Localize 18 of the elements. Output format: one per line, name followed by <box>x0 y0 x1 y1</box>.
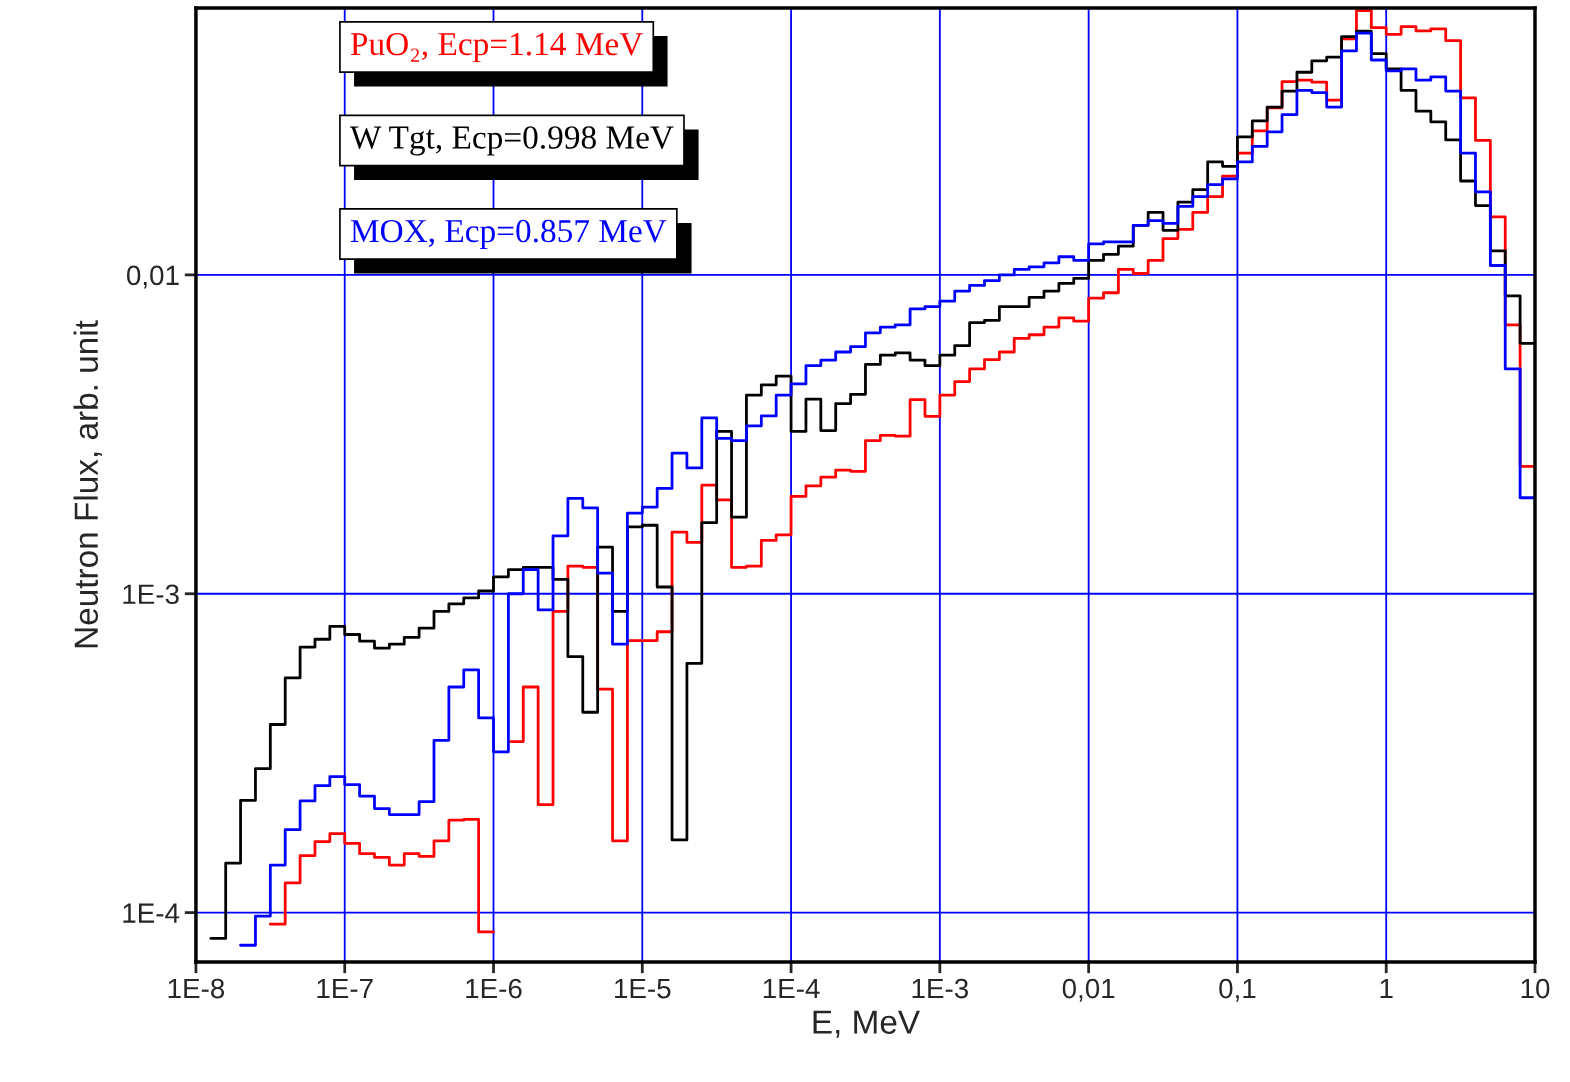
y-tick-label: 0,01 <box>126 265 179 289</box>
x-tick-label: 1E-5 <box>615 979 671 999</box>
x-tick-label: 0,1 <box>1219 978 1256 1002</box>
x-tick-label: 1 <box>1380 979 1393 999</box>
text: W Tgt, Ecp=0.998 MeV <box>349 126 674 156</box>
text: MOX, Ecp=0.857 MeV <box>350 219 667 250</box>
x-tick-label: 1E-3 <box>912 978 968 999</box>
y-tick-label: 1E-4 <box>123 903 180 923</box>
x-tick-label: 1E-4 <box>763 979 820 999</box>
x-axis-title: E, MeV <box>813 1010 920 1038</box>
x-tick-label: 1E-6 <box>466 978 522 999</box>
y-tick-label: 1E-3 <box>123 584 179 605</box>
x-tick-label: 10 <box>1521 978 1550 999</box>
x-tick-label: 1E-7 <box>317 979 373 999</box>
x-tick-label: 0,01 <box>1062 978 1115 1002</box>
y-axis-title: Neutron Flux, arb. unit <box>73 320 102 648</box>
x-tick-label: 1E-8 <box>168 978 225 999</box>
text: PuO₂, Ecp=1.14 MeV <box>350 32 643 63</box>
